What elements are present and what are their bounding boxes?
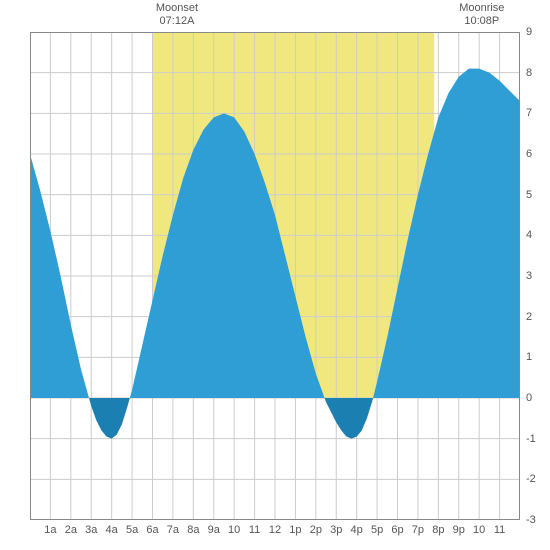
y-tick-label: 0 [526, 392, 532, 404]
y-tick-label: 3 [526, 270, 532, 282]
y-tick-label: 4 [526, 229, 532, 241]
x-tick-label: 3a [85, 524, 97, 536]
x-tick-label: 1a [44, 524, 56, 536]
x-tick-label: 6p [391, 524, 403, 536]
x-tick-label: 6a [146, 524, 158, 536]
x-tick-label: 8a [187, 524, 199, 536]
y-tick-label: 9 [526, 26, 532, 38]
moonset-title: Moonset [156, 2, 198, 15]
x-tick-label: 2p [310, 524, 322, 536]
x-tick-label: 9a [208, 524, 220, 536]
x-tick-label: 8p [432, 524, 444, 536]
x-tick-label: 7a [167, 524, 179, 536]
x-tick-label: 5a [126, 524, 138, 536]
x-tick-label: 11 [494, 524, 505, 536]
x-tick-label: 7p [412, 524, 424, 536]
moonset-label: Moonset 07:12A [156, 2, 198, 28]
y-tick-label: 5 [526, 189, 532, 201]
x-tick-label: 1p [289, 524, 301, 536]
moonrise-title: Moonrise [459, 2, 504, 15]
y-tick-label: -1 [526, 433, 536, 445]
x-tick-label: 4p [351, 524, 363, 536]
moonrise-time: 10:08P [459, 15, 504, 28]
x-tick-label: 3p [330, 524, 342, 536]
y-tick-label: 2 [526, 311, 532, 323]
x-tick-label: 10 [228, 524, 240, 536]
tide-chart: Moonset 07:12A Moonrise 10:08P 1a 2a 3a 4a 5… [0, 0, 550, 550]
plot-area [30, 32, 520, 520]
y-tick-label: 1 [526, 351, 532, 363]
x-tick-label: 2a [65, 524, 77, 536]
x-tick-label: 5p [371, 524, 383, 536]
moonrise-label: Moonrise 10:08P [459, 2, 504, 28]
y-tick-label: -2 [526, 473, 536, 485]
y-tick-label: 8 [526, 67, 532, 79]
y-tick-label: 6 [526, 148, 532, 160]
x-tick-label: 12 [269, 524, 281, 536]
y-tick-label: 7 [526, 107, 532, 119]
moonset-time: 07:12A [156, 15, 198, 28]
x-tick-label: 9p [453, 524, 465, 536]
x-tick-label: 4a [106, 524, 118, 536]
y-tick-label: -3 [526, 514, 536, 526]
x-axis-ticks: 1a 2a 3a 4a 5a 6a 7a 8a 9a 10 11 12 1p 2p 3p 4p 5p 6p 7p 8p… [0, 524, 550, 540]
annotation-layer: Moonset 07:12A Moonrise 10:08P [0, 0, 550, 30]
x-tick-label: 10 [473, 524, 485, 536]
x-tick-label: 11 [249, 524, 260, 536]
